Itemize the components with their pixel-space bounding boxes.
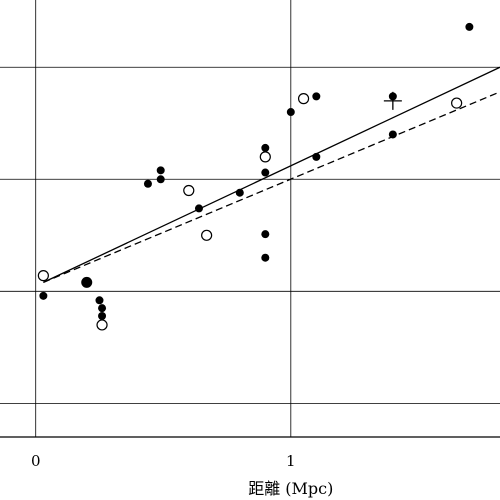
open-data-point [183,184,195,197]
filled-data-point [235,188,244,197]
filled-data-point [261,253,270,262]
filled-data-point [388,130,397,139]
filled-data-point [39,291,48,300]
filled-data-point [312,92,321,101]
open-data-point [96,319,108,331]
open-data-point [259,151,271,163]
x-tick-label: 1 [286,452,296,470]
filled-data-point [312,152,321,161]
filled-data-point [261,143,270,152]
open-data-point [201,229,213,241]
grid [0,0,500,437]
filled-data-point [156,166,165,175]
filled-data-point [286,108,295,117]
filled-data-point [465,22,474,31]
filled-data-point [98,311,107,320]
filled-data-point [81,276,93,288]
filled-data-point [143,179,152,188]
x-axis-title: 距離 (Mpc) [248,479,333,498]
dashed-fit-line [43,91,500,283]
x-tick-label: 0 [31,452,41,470]
filled-data-point [261,168,270,177]
solid-fit-line [43,66,500,283]
filled-data-point [194,204,203,213]
filled-data-point [98,304,107,313]
open-data-point [37,270,49,282]
filled-data-point [261,230,270,239]
data-points [37,22,474,331]
open-data-point [451,97,463,109]
filled-data-point [95,296,104,305]
filled-data-point [156,175,165,184]
open-data-point [297,93,310,105]
fit-lines [43,66,500,283]
plus-marker [383,91,402,110]
